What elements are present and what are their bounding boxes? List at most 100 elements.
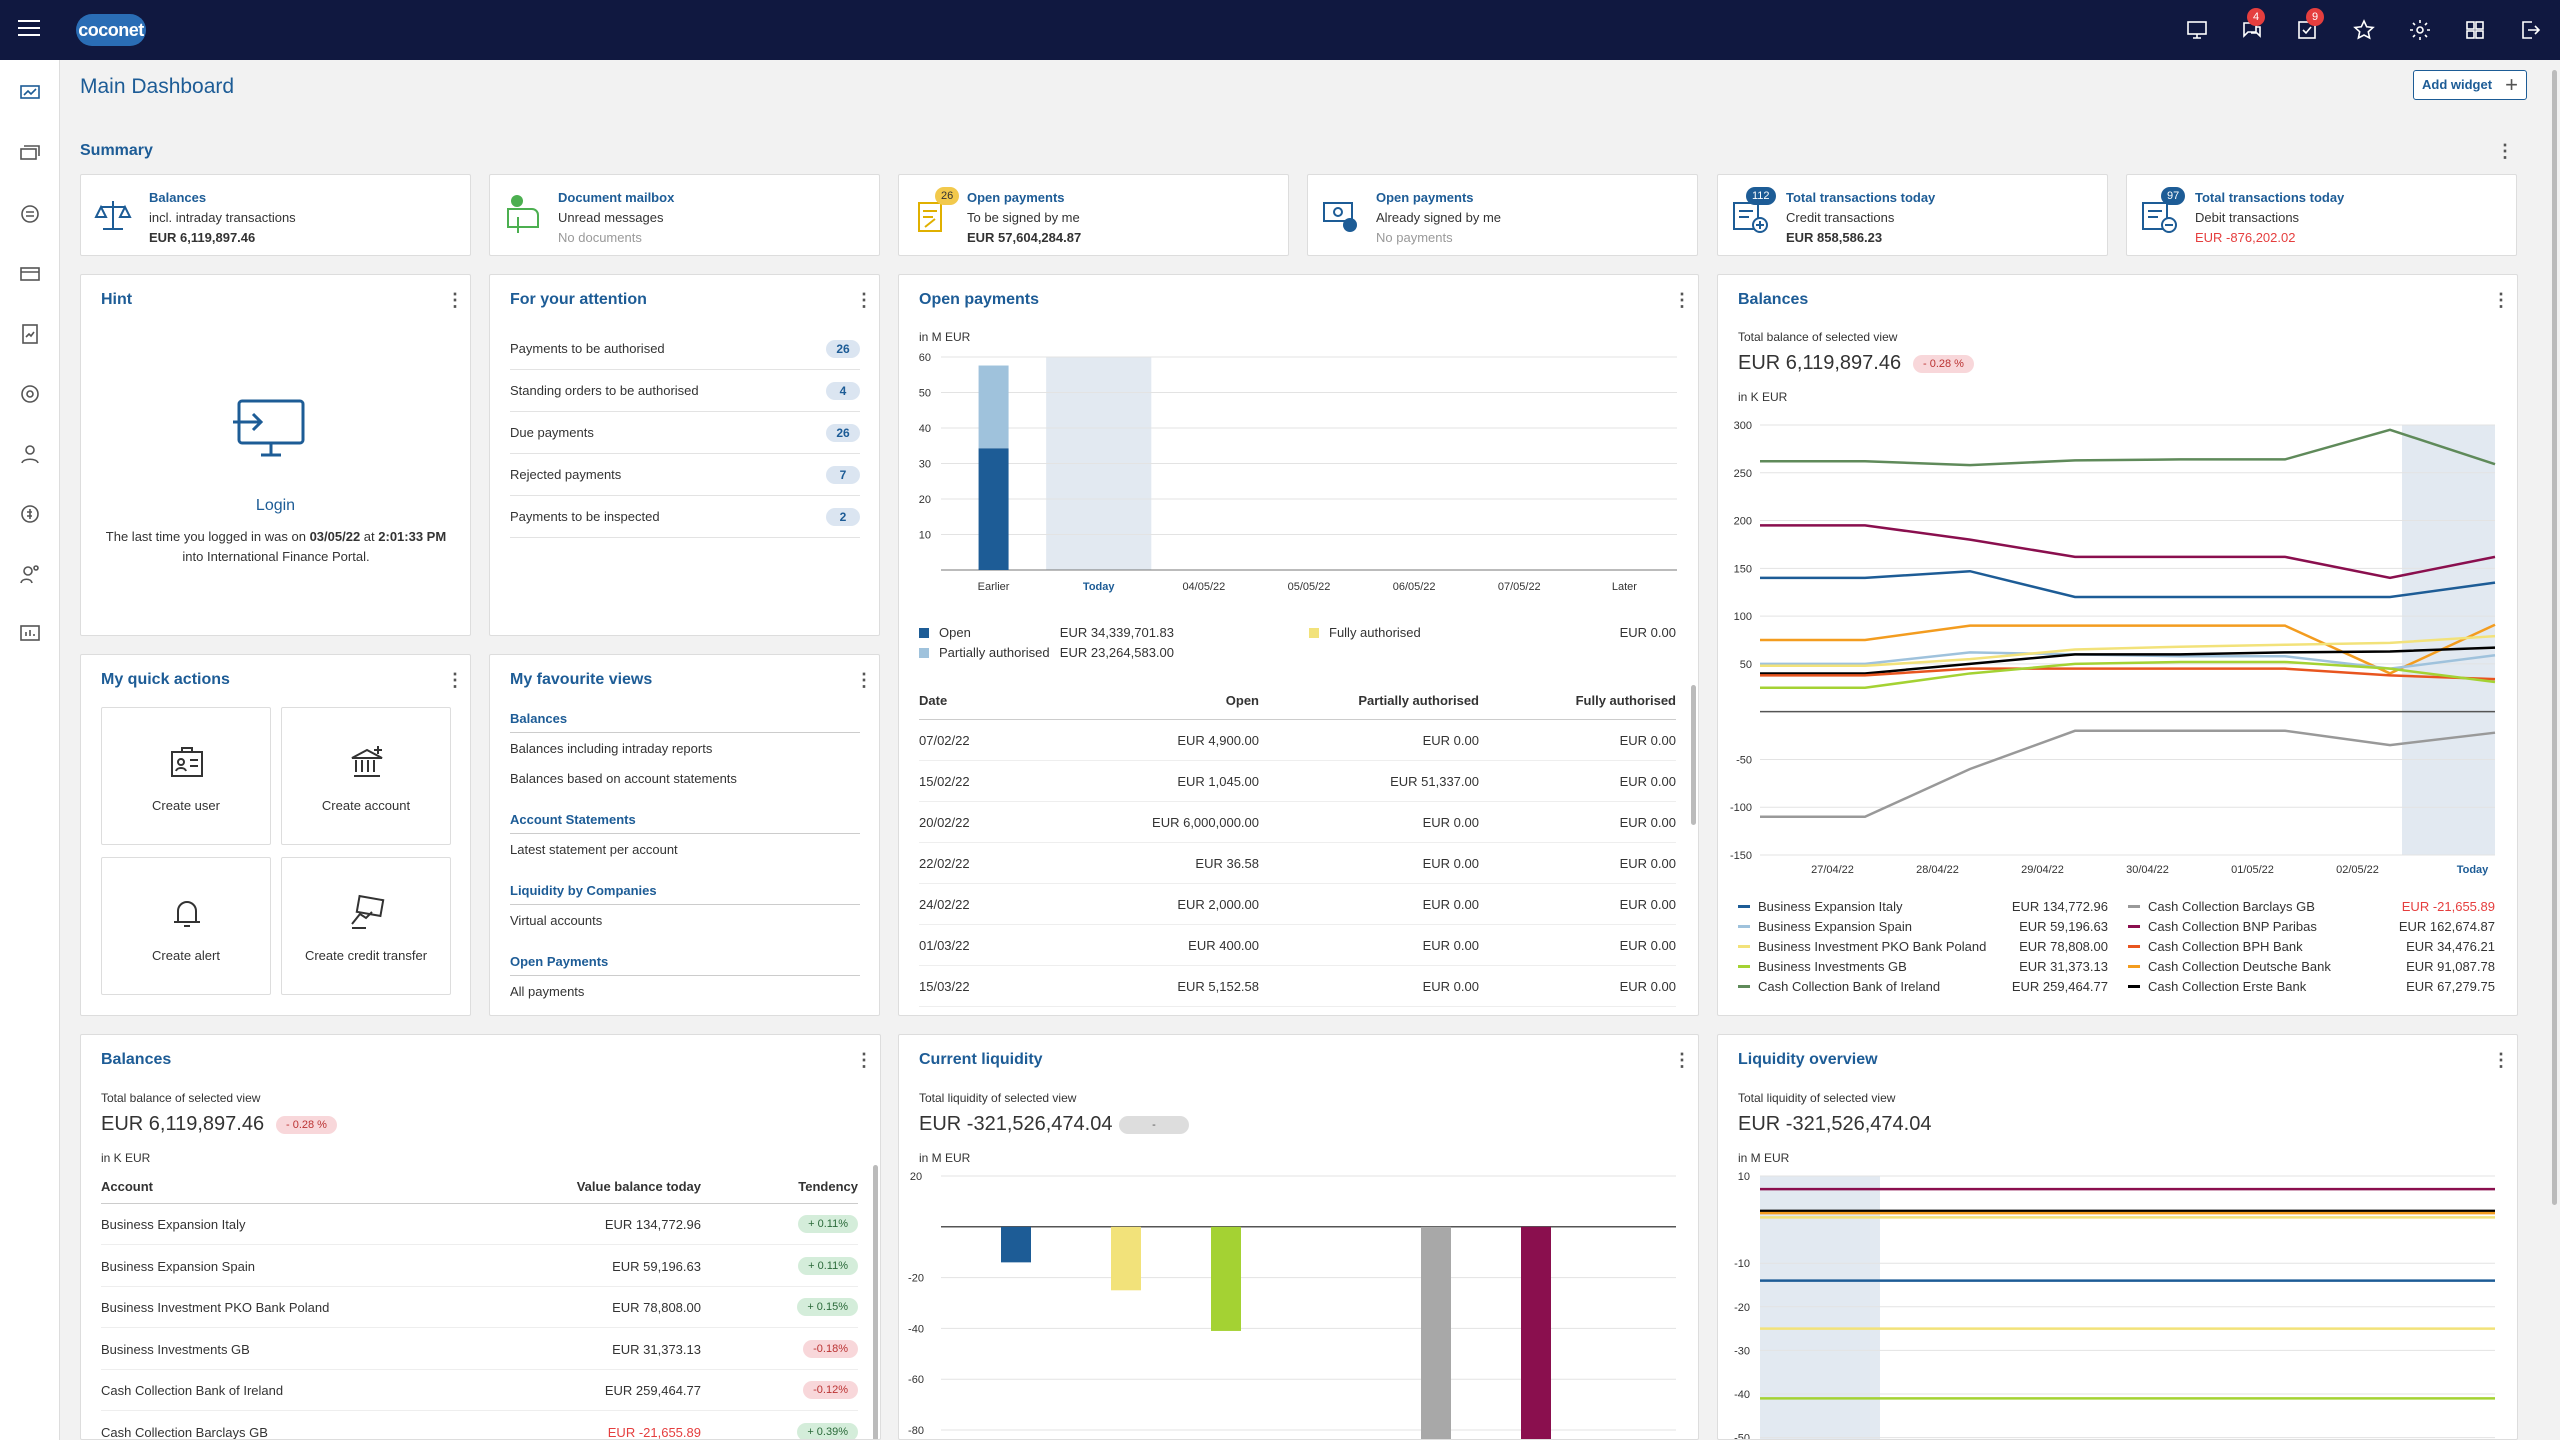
legend-swatch [1738,985,1750,988]
legend-label: Business Expansion Italy [1758,899,1903,914]
sign-document-icon [911,195,951,235]
liquidity-overview-chart: 10 -10 -20 -30 -40 -50 [1734,1171,2495,1439]
summary-subtitle: Credit transactions [1786,210,1895,225]
widget-menu-icon[interactable]: ⋮ [2492,290,2510,310]
create-account-button[interactable]: Create account [281,707,451,845]
add-widget-button[interactable]: Add widget + [2413,70,2527,100]
summary-value: No payments [1376,230,1453,245]
summary-value: No documents [558,230,642,245]
transfers-icon[interactable] [18,202,42,226]
tendency-badge: -0.18% [803,1339,858,1358]
menu-icon[interactable] [18,20,40,40]
widget-menu-icon[interactable]: ⋮ [855,290,873,310]
favourite-link[interactable]: Balances based on account statements [510,771,737,786]
dashboard-icon[interactable] [18,82,42,106]
attention-item[interactable]: Standing orders to be authorised 4 [510,370,860,412]
legend-value: EUR 162,674.87 [2398,919,2495,934]
widget-menu-icon[interactable]: ⋮ [855,1050,873,1070]
balances-icon[interactable] [18,142,42,166]
favourite-link[interactable]: All payments [510,984,585,999]
attention-count: 7 [826,466,860,484]
card-icon[interactable] [18,262,42,286]
current-liquidity-widget: Current liquidity ⋮ Total liquidity of s… [898,1034,1699,1440]
summary-card-open-payments-to-sign[interactable]: 26 Open payments To be signed by me EUR … [898,174,1289,256]
widget-title: Current liquidity [919,1051,1043,1068]
liquidity-total: EUR -321,526,474.04 [1738,1113,1932,1135]
y-tick-label: 40 [919,423,931,435]
summary-title: Open payments [967,190,1065,205]
logout-icon[interactable] [2518,18,2542,42]
top-bar: coconet 4 9 [0,0,2560,60]
attention-item[interactable]: Due payments 26 [510,412,860,454]
legend-swatch [919,648,929,658]
create-user-button[interactable]: Create user [101,707,271,845]
messages-badge: 4 [2247,8,2265,26]
favourite-group-heading[interactable]: Open Payments [510,954,860,976]
summary-menu-icon[interactable]: ⋮ [2496,141,2514,161]
favourite-group-heading[interactable]: Balances [510,711,860,733]
admin-icon[interactable] [18,562,42,586]
legend-value: EUR -21,655.89 [2401,899,2495,914]
legend-swatch [1738,925,1750,928]
legend-label: Fully authorised [1329,625,1421,640]
account-balance: EUR 78,808.00 [612,1300,701,1315]
legend-swatch [919,628,929,638]
legend-value: EUR 34,476.21 [2406,939,2495,954]
widget-title: My quick actions [101,671,230,688]
balance-subtitle: Total balance of selected view [101,1091,261,1105]
favourite-link[interactable]: Virtual accounts [510,913,603,928]
logo[interactable]: coconet [76,14,146,46]
table-row-divider [919,760,1676,761]
favourite-group-heading[interactable]: Account Statements [510,812,860,834]
attention-label: Standing orders to be authorised [510,383,699,398]
widget-menu-icon[interactable]: ⋮ [1673,1050,1691,1070]
summary-card-document-mailbox[interactable]: Document mailbox Unread messages No docu… [489,174,880,256]
summary-badge: 112 [1746,187,1776,205]
reports-icon[interactable] [18,622,42,646]
widget-menu-icon[interactable]: ⋮ [446,290,464,310]
favourite-link[interactable]: Balances including intraday reports [510,741,713,756]
attention-item[interactable]: Rejected payments 7 [510,454,860,496]
statement-icon[interactable] [18,322,42,346]
summary-card-balances[interactable]: Balances incl. intraday transactions EUR… [80,174,471,256]
y-tick-label: 200 [1734,516,1752,528]
table-cell: EUR 0.00 [1619,815,1676,830]
summary-card-open-payments-signed[interactable]: Open payments Already signed by me No pa… [1307,174,1698,256]
create-credit-transfer-button[interactable]: Create credit transfer [281,857,451,995]
table-scrollbar[interactable] [873,1165,878,1439]
table-cell: EUR 0.00 [1619,774,1676,789]
summary-value: EUR 6,119,897.46 [149,230,256,245]
apps-icon[interactable] [2463,18,2487,42]
gear-icon[interactable] [2408,18,2432,42]
attention-item[interactable]: Payments to be inspected 2 [510,496,860,538]
table-cell: EUR 0.00 [1619,938,1676,953]
balances-line-chart: 300 250 200 150 100 50 -50 -100 -150 27/04/22 28/0… [1730,420,2496,876]
credit-transfer-icon [348,894,386,932]
widget-title: My favourite views [510,671,653,688]
settings-icon[interactable] [18,382,42,406]
widget-menu-icon[interactable]: ⋮ [446,670,464,690]
attention-item[interactable]: Payments to be authorised 26 [510,328,860,370]
y-tick-label: -100 [1730,802,1752,814]
page-scrollbar-thumb[interactable] [2552,70,2557,1205]
hint-time: 2:01:33 PM [378,529,447,544]
user-icon[interactable] [18,442,42,466]
currency-icon[interactable] [18,502,42,526]
favourite-link[interactable]: Latest statement per account [510,842,678,857]
widget-menu-icon[interactable]: ⋮ [855,670,873,690]
create-alert-button[interactable]: Create alert [101,857,271,995]
series-line [1760,667,2496,681]
table-scrollbar[interactable] [1691,685,1696,825]
hint-text-mid: at [360,529,379,544]
legend-label: Cash Collection Deutsche Bank [2148,959,2331,974]
summary-card-credit-transactions[interactable]: 112 Total transactions today Credit tran… [1717,174,2108,256]
summary-title: Open payments [1376,190,1474,205]
page-scrollbar[interactable] [2550,60,2560,1440]
legend-label: Cash Collection Bank of Ireland [1758,979,1941,994]
summary-card-debit-transactions[interactable]: 97 Total transactions today Debit transa… [2126,174,2517,256]
star-icon[interactable] [2352,18,2376,42]
favourite-group-heading[interactable]: Liquidity by Companies [510,883,860,905]
widget-menu-icon[interactable]: ⋮ [1673,290,1691,310]
widget-menu-icon[interactable]: ⋮ [2492,1050,2510,1070]
monitor-icon[interactable] [2185,18,2209,42]
